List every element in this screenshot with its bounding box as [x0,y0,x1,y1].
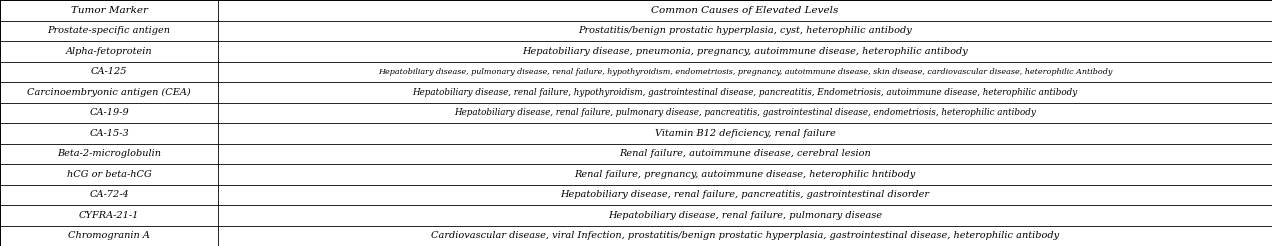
Text: CA-125: CA-125 [90,67,127,76]
Text: Hepatobiliary disease, renal failure, pancreatitis, gastrointestinal disorder: Hepatobiliary disease, renal failure, pa… [561,190,930,199]
Text: Chromogranin A: Chromogranin A [69,231,150,240]
Text: Renal failure, pregnancy, autoimmune disease, heterophilic hntibody: Renal failure, pregnancy, autoimmune dis… [575,170,916,179]
Text: Hepatobiliary disease, pulmonary disease, renal failure, hypothyroidism, endomet: Hepatobiliary disease, pulmonary disease… [378,68,1112,76]
Text: Hepatobiliary disease, renal failure, pulmonary disease: Hepatobiliary disease, renal failure, pu… [608,211,883,220]
Text: CYFRA-21-1: CYFRA-21-1 [79,211,139,220]
Text: Carcinoembryonic antigen (CEA): Carcinoembryonic antigen (CEA) [27,88,191,97]
Text: hCG or beta-hCG: hCG or beta-hCG [66,170,151,179]
Text: CA-19-9: CA-19-9 [89,108,128,117]
Text: Cardiovascular disease, viral Infection, prostatitis/benign prostatic hyperplasi: Cardiovascular disease, viral Infection,… [431,231,1060,240]
Text: Prostatitis/benign prostatic hyperplasia, cyst, heterophilic antibody: Prostatitis/benign prostatic hyperplasia… [579,26,912,35]
Text: Renal failure, autoimmune disease, cerebral lesion: Renal failure, autoimmune disease, cereb… [619,149,871,158]
Text: Beta-2-microglobulin: Beta-2-microglobulin [57,149,162,158]
Text: CA-72-4: CA-72-4 [89,190,128,199]
Text: Alpha-fetoprotein: Alpha-fetoprotein [66,47,153,56]
Text: Common Causes of Elevated Levels: Common Causes of Elevated Levels [651,6,838,15]
Text: Vitamin B12 deficiency, renal failure: Vitamin B12 deficiency, renal failure [655,129,836,138]
Text: Hepatobiliary disease, pneumonia, pregnancy, autoimmune disease, heterophilic an: Hepatobiliary disease, pneumonia, pregna… [523,47,968,56]
Text: Prostate-specific antigen: Prostate-specific antigen [47,26,170,35]
Text: Hepatobiliary disease, renal failure, pulmonary disease, pancreatitis, gastroint: Hepatobiliary disease, renal failure, pu… [454,108,1035,117]
Text: CA-15-3: CA-15-3 [89,129,128,138]
Text: Tumor Marker: Tumor Marker [70,6,148,15]
Text: Hepatobiliary disease, renal failure, hypothyroidism, gastrointestinal disease, : Hepatobiliary disease, renal failure, hy… [412,88,1077,97]
